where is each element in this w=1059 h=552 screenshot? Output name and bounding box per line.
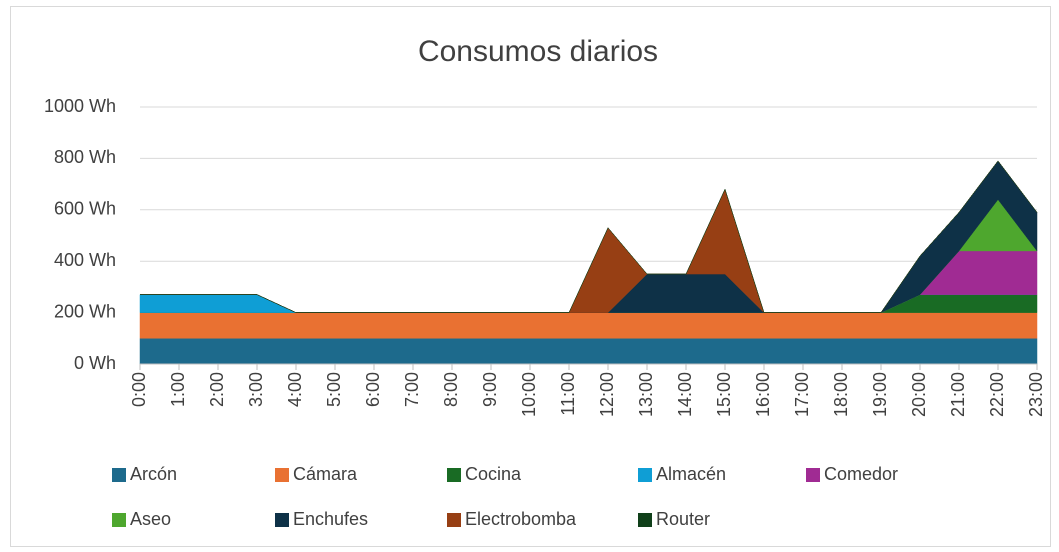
- y-tick-label: 400 Wh: [54, 250, 116, 270]
- x-tick-label: 13:00: [636, 372, 656, 417]
- legend-swatch: [447, 513, 461, 527]
- y-tick-label: 0 Wh: [74, 353, 116, 373]
- x-tick-label: 6:00: [363, 372, 383, 407]
- legend-swatch: [112, 468, 126, 482]
- x-tick-label: 15:00: [714, 372, 734, 417]
- x-tick-label: 5:00: [324, 372, 344, 407]
- x-tick-label: 1:00: [168, 372, 188, 407]
- legend-swatch: [638, 513, 652, 527]
- x-tick-label: 10:00: [519, 372, 539, 417]
- x-tick-label: 12:00: [597, 372, 617, 417]
- x-tick-label: 4:00: [285, 372, 305, 407]
- legend-swatch: [638, 468, 652, 482]
- area: [140, 160, 1038, 313]
- legend-label: Comedor: [824, 464, 898, 484]
- legend-swatch: [447, 468, 461, 482]
- x-tick-label: 19:00: [870, 372, 890, 417]
- chart-frame: [10, 6, 1051, 547]
- x-tick-label: 23:00: [1026, 372, 1046, 417]
- y-tick-label: 600 Wh: [54, 199, 116, 219]
- legend-swatch: [112, 513, 126, 527]
- area: [139, 312, 1038, 339]
- y-tick-label: 1000 Wh: [44, 96, 116, 116]
- legend-swatch: [275, 468, 289, 482]
- area: [139, 338, 1038, 365]
- legend-label: Enchufes: [293, 509, 368, 529]
- legend-swatch: [275, 513, 289, 527]
- legend-label: Arcón: [130, 464, 177, 484]
- legend-label: Cocina: [465, 464, 522, 484]
- x-tick-label: 20:00: [909, 372, 929, 417]
- legend-label: Almacén: [656, 464, 726, 484]
- x-tick-label: 3:00: [246, 372, 266, 407]
- x-tick-label: 18:00: [831, 372, 851, 417]
- x-tick-label: 16:00: [753, 372, 773, 417]
- x-tick-label: 7:00: [402, 372, 422, 407]
- x-tick-label: 8:00: [441, 372, 461, 407]
- x-tick-label: 17:00: [792, 372, 812, 417]
- legend-label: Electrobomba: [465, 509, 577, 529]
- x-tick-label: 14:00: [675, 372, 695, 417]
- x-tick-label: 2:00: [207, 372, 227, 407]
- y-tick-label: 200 Wh: [54, 301, 116, 321]
- legend-label: Router: [656, 509, 710, 529]
- legend-label: Aseo: [130, 509, 171, 529]
- x-tick-label: 11:00: [558, 372, 578, 416]
- y-tick-label: 800 Wh: [54, 147, 116, 167]
- x-tick-label: 0:00: [129, 372, 149, 407]
- x-tick-label: 21:00: [948, 372, 968, 417]
- x-tick-label: 9:00: [480, 372, 500, 407]
- x-tick-label: 22:00: [987, 372, 1007, 417]
- legend-swatch: [806, 468, 820, 482]
- legend-label: Cámara: [293, 464, 358, 484]
- chart-title: Consumos diarios: [418, 35, 658, 68]
